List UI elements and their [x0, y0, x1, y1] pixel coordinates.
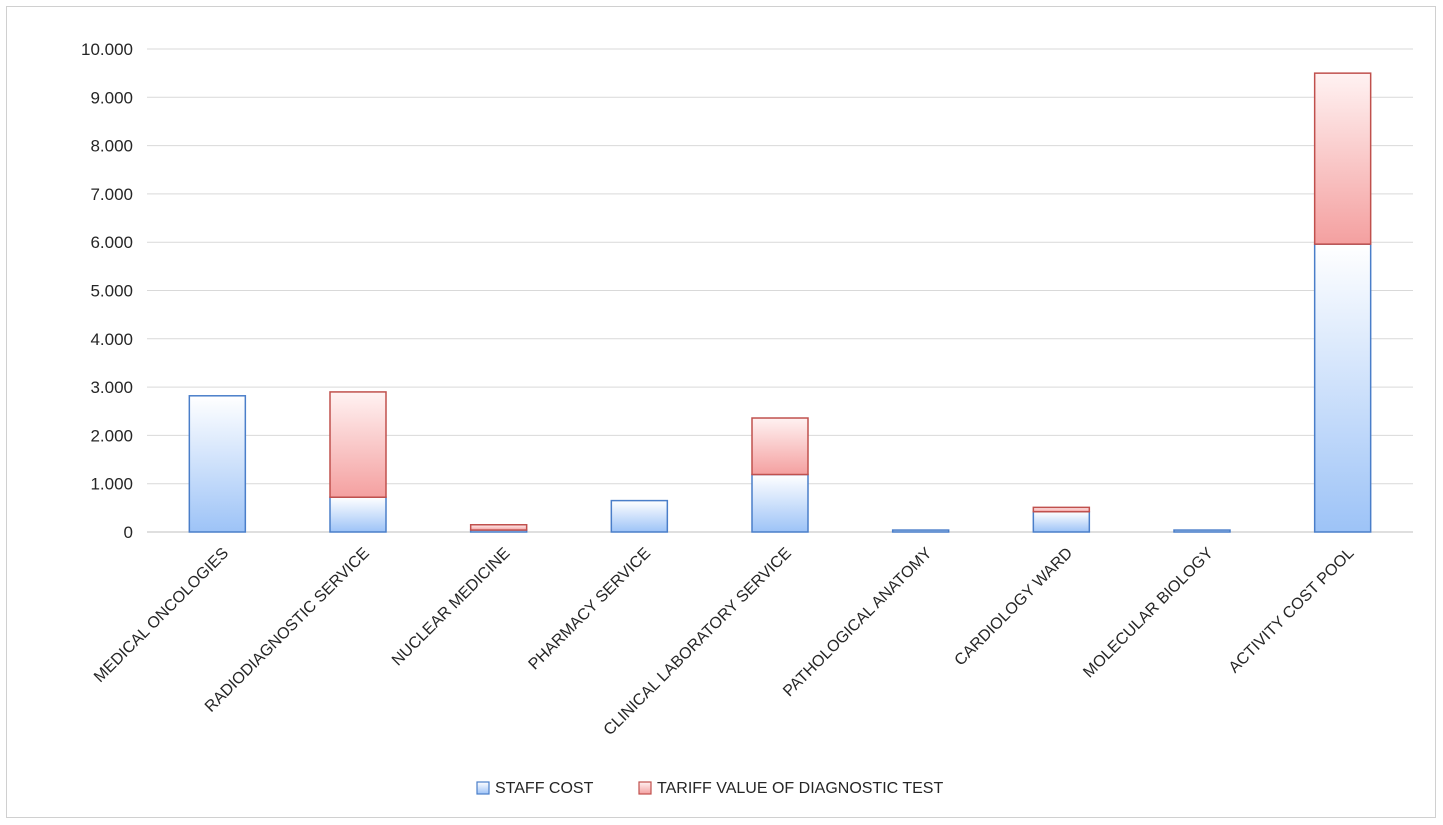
bar-tariff-value [329, 391, 387, 498]
bar-staff-cost [610, 499, 669, 533]
y-tick-label: 4.000 [90, 330, 133, 349]
x-category-label: RADIODIAGNOSTIC SERVICE [202, 545, 373, 716]
y-tick-label: 0 [124, 523, 133, 542]
x-category-label: PHARMACY SERVICE [526, 545, 655, 674]
x-category-label: MOLECULAR BIOLOGY [1080, 545, 1217, 682]
y-tick-label: 5.000 [90, 282, 133, 301]
y-tick-label: 1.000 [90, 475, 133, 494]
bar-staff-cost [1313, 243, 1372, 533]
x-category-label: ACTIVITY COST POOL [1226, 545, 1358, 677]
bar-staff-cost [751, 473, 809, 533]
bars [188, 72, 1372, 533]
bar-staff-cost [188, 395, 247, 533]
legend-label-tariff-value: TARIFF VALUE OF DIAGNOSTIC TEST [657, 780, 943, 797]
y-tick-label: 9.000 [90, 88, 133, 107]
bar-staff-cost [1173, 529, 1231, 533]
x-category-label: PATHOLOGICAL ANATOMY [780, 545, 936, 701]
y-tick-label: 8.000 [90, 137, 133, 156]
stacked-bar-chart: 0 1.000 2.000 3.000 4.000 5.000 6.000 7.000 8.00… [81, 40, 1413, 797]
bar-tariff-value [1032, 506, 1091, 513]
y-tick-label: 6.000 [90, 233, 133, 252]
y-tick-label: 2.000 [90, 426, 133, 445]
legend: STAFF COST TARIFF VALUE OF DIAGNOSTIC TES… [476, 780, 943, 797]
legend-label-staff-cost: STAFF COST [495, 780, 594, 797]
x-category-label: MEDICAL ONCOLOGIES [91, 545, 232, 686]
y-tick-label: 3.000 [90, 378, 133, 397]
bar-staff-cost [329, 496, 387, 533]
y-tick-label: 7.000 [90, 185, 133, 204]
y-axis-tick-labels: 0 1.000 2.000 3.000 4.000 5.000 6.000 7.000 8.00… [81, 40, 133, 542]
legend-swatch-staff-cost [476, 781, 490, 795]
bar-staff-cost [891, 529, 950, 533]
x-category-label: CARDIOLOGY WARD [952, 545, 1077, 670]
bar-tariff-value [751, 417, 809, 476]
chart-frame: 0 1.000 2.000 3.000 4.000 5.000 6.000 7.000 8.00… [6, 6, 1436, 818]
bar-tariff-value [469, 524, 528, 531]
x-category-label: NUCLEAR MEDICINE [389, 545, 514, 670]
y-tick-label: 10.000 [81, 40, 133, 59]
bar-staff-cost [1032, 510, 1091, 533]
legend-swatch-tariff-value [638, 781, 652, 795]
bar-tariff-value [1313, 72, 1372, 245]
